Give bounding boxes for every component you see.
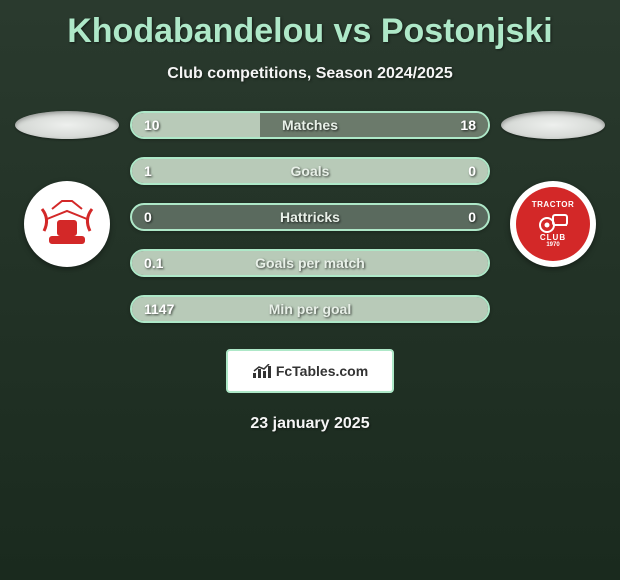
left-player-col <box>8 111 126 267</box>
stat-bar: 1147 Min per goal <box>130 295 490 323</box>
comparison-row: 10 Matches 18 1 Goals 0 0 Hattricks 0 0.1 Goals pe… <box>0 111 620 341</box>
stat-left-value: 1 <box>144 163 152 179</box>
watermark: FcTables.com <box>226 349 394 393</box>
badge-year: 1970 <box>546 242 559 248</box>
stat-bar: 0.1 Goals per match <box>130 249 490 277</box>
right-club-badge: TRACTOR CLUB 1970 <box>510 181 596 267</box>
stat-right-value: 0 <box>468 163 476 179</box>
page-title: Khodabandelou vs Postonjski <box>0 0 620 51</box>
stat-bar: 10 Matches 18 <box>130 111 490 139</box>
right-player-col: TRACTOR CLUB 1970 <box>494 111 612 267</box>
stat-label: Hattricks <box>280 209 340 225</box>
club-crest-icon <box>32 189 102 259</box>
stat-left-value: 10 <box>144 117 160 133</box>
stat-left-value: 0.1 <box>144 255 163 271</box>
stat-bar: 0 Hattricks 0 <box>130 203 490 231</box>
left-player-ellipse <box>15 111 119 139</box>
stat-left-value: 1147 <box>144 301 174 317</box>
stat-label: Matches <box>282 117 338 133</box>
stat-label: Goals per match <box>255 255 365 271</box>
left-club-badge <box>24 181 110 267</box>
club-crest-icon: TRACTOR CLUB 1970 <box>516 187 590 261</box>
badge-text-bottom: CLUB <box>540 233 566 242</box>
stat-label: Goals <box>291 163 330 179</box>
date-label: 23 january 2025 <box>0 415 620 433</box>
stat-bar: 1 Goals 0 <box>130 157 490 185</box>
watermark-text: FcTables.com <box>276 363 368 379</box>
stat-right-value: 0 <box>468 209 476 225</box>
chart-icon <box>252 364 272 378</box>
right-player-ellipse <box>501 111 605 139</box>
stat-right-value: 18 <box>460 117 476 133</box>
subtitle: Club competitions, Season 2024/2025 <box>0 65 620 83</box>
stats-bars: 10 Matches 18 1 Goals 0 0 Hattricks 0 0.1 Goals pe… <box>126 111 494 341</box>
stat-label: Min per goal <box>269 301 351 317</box>
stat-left-value: 0 <box>144 209 152 225</box>
badge-text-top: TRACTOR <box>532 200 574 209</box>
